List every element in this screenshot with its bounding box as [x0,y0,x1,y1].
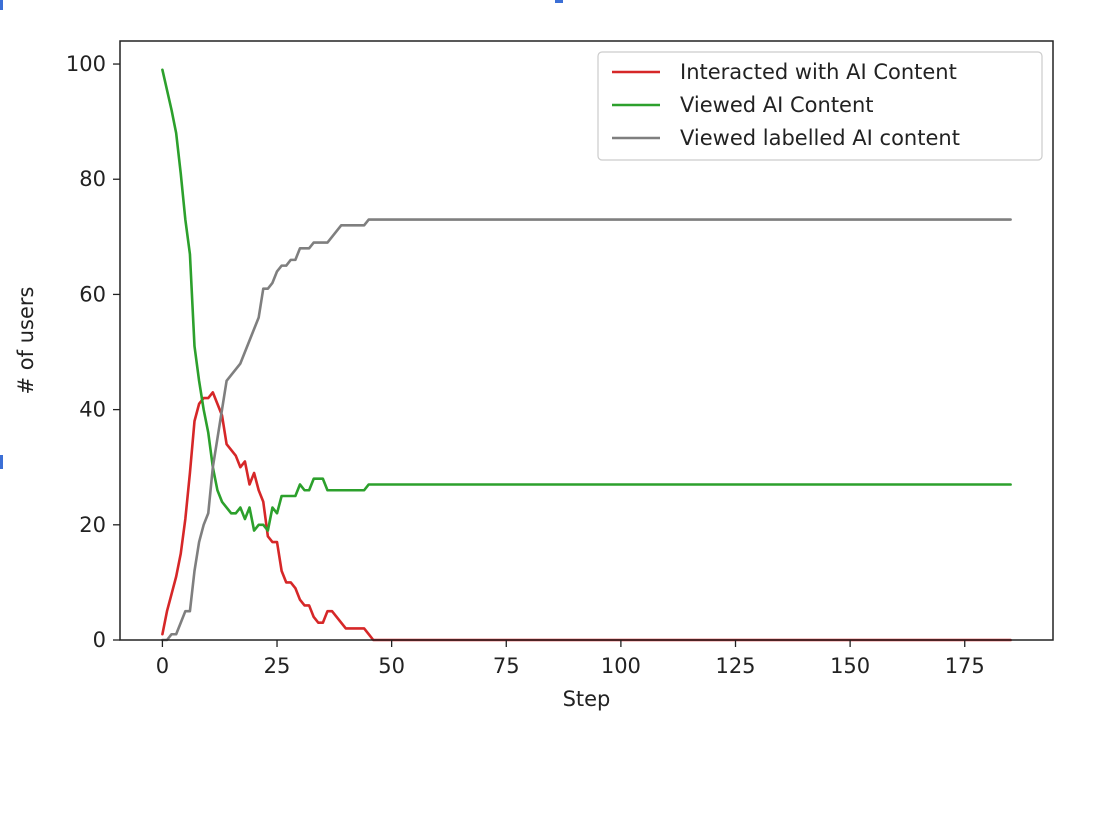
x-tick-label: 75 [493,654,520,678]
edge-marker-left-top [0,0,3,10]
legend-label-1: Viewed AI Content [680,93,874,117]
edge-marker-top [555,0,563,3]
y-tick-label: 0 [93,628,106,652]
y-tick-label: 80 [79,167,106,191]
x-tick-label: 175 [945,654,985,678]
x-tick-label: 125 [715,654,755,678]
x-tick-label: 25 [264,654,291,678]
y-tick-label: 60 [79,282,106,306]
edge-marker-left-mid [0,455,3,469]
x-axis-label: Step [563,687,611,711]
y-axis: 0 20 40 60 80 100 [66,52,120,652]
y-tick-label: 20 [79,513,106,537]
x-tick-label: 50 [378,654,405,678]
series-line-1 [161,68,1012,532]
series-layer [161,68,1012,642]
x-tick-label: 150 [830,654,870,678]
legend-label-2: Viewed labelled AI content [680,126,960,150]
series-line-2 [161,218,1012,642]
x-tick-label: 0 [156,654,169,678]
y-axis-label: # of users [14,287,38,395]
plot-frame [119,40,1054,641]
legend-label-0: Interacted with AI Content [680,60,957,84]
legend: Interacted with AI Content Viewed AI Cont… [597,51,1043,161]
y-tick-label: 40 [79,398,106,422]
y-tick-label: 100 [66,52,106,76]
series-line-0 [161,391,1012,642]
x-axis: 0 25 50 75 100 125 150 175 [156,640,985,678]
legend-box [597,51,1043,161]
x-tick-label: 100 [601,654,641,678]
